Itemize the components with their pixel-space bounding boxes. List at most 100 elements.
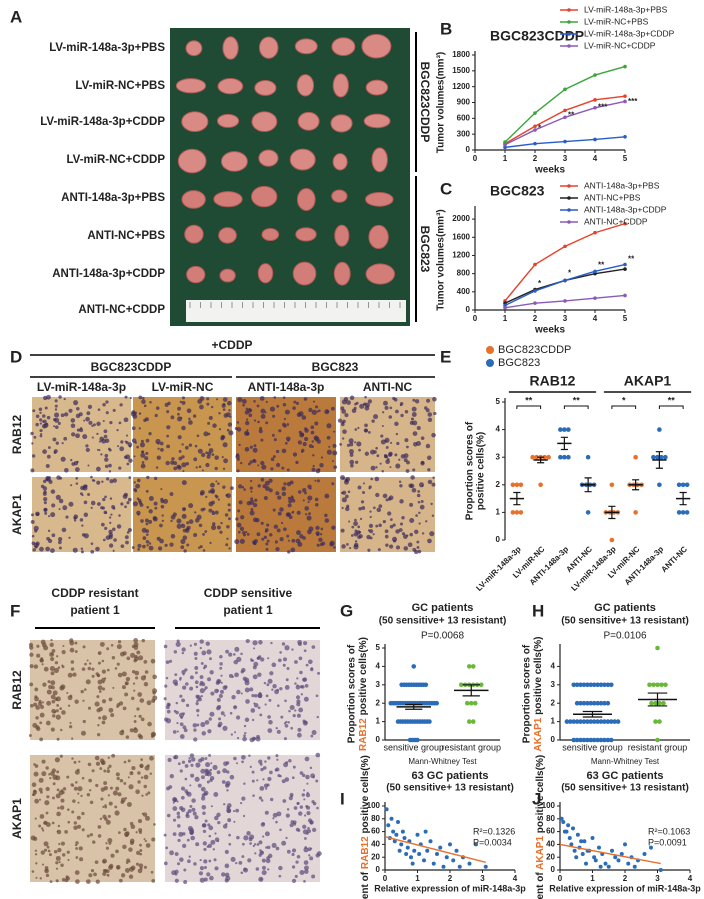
ihc-cell	[349, 449, 354, 454]
ihc-cell	[281, 779, 286, 784]
ihc-cell	[304, 837, 307, 840]
ihc-cell	[60, 798, 65, 803]
ihc-cell	[409, 502, 414, 507]
ihc-cell	[184, 445, 189, 450]
ihc-cell	[121, 729, 125, 733]
ihc-cell	[194, 444, 198, 448]
ihc-cell	[337, 418, 343, 423]
ihc-cell	[409, 532, 414, 537]
data-point	[655, 645, 660, 651]
ihc-cell	[41, 642, 47, 648]
ihc-cell	[406, 534, 409, 537]
ihc-cell	[267, 678, 273, 684]
ihc-cell	[310, 425, 315, 430]
ihc-cell	[277, 658, 282, 663]
ihc-cell	[125, 540, 129, 545]
ihc-cell	[88, 873, 93, 878]
ihc-cell	[229, 711, 233, 715]
ihc-cell	[314, 405, 319, 409]
ihc-cell	[124, 831, 130, 837]
data-point	[623, 293, 627, 298]
ihc-cell	[112, 507, 116, 510]
ihc-cell	[292, 406, 296, 410]
ihc-cell	[375, 446, 378, 450]
ihc-cell	[217, 482, 220, 485]
data-point	[663, 454, 668, 460]
ihc-cell	[35, 862, 38, 865]
ihc-cell	[179, 806, 184, 811]
ihc-cell	[431, 514, 435, 517]
ihc-cell	[143, 784, 147, 789]
ihc-cell	[131, 696, 135, 701]
ihc-cell	[163, 697, 167, 701]
ihc-cell	[306, 805, 311, 810]
data-point	[588, 719, 594, 724]
ihc-cell	[123, 417, 129, 423]
data-point	[503, 140, 507, 144]
tumor	[218, 227, 237, 244]
ihc-cell	[181, 425, 186, 431]
chart-subtitle: (50 sensitive+ 13 resistant)	[379, 616, 507, 627]
ihc-cell	[236, 421, 240, 424]
ihc-cell	[243, 724, 247, 728]
ihc-cell	[102, 871, 107, 877]
data-point	[571, 737, 577, 743]
ihc-cell	[133, 455, 136, 458]
data-point	[559, 816, 564, 821]
ihc-cell	[266, 523, 270, 527]
ihc-cell	[119, 651, 125, 657]
ihc-cell	[40, 657, 43, 660]
ihc-cell	[75, 879, 80, 884]
ihc-cell	[244, 687, 250, 693]
ihc-cell	[187, 859, 191, 864]
tumor	[219, 268, 236, 283]
data-point	[533, 128, 537, 132]
ihc-cell	[119, 778, 124, 783]
ihc-cell	[125, 867, 130, 873]
ihc-cell	[211, 522, 216, 526]
ihc-cell	[302, 536, 306, 540]
ihc-cell	[276, 729, 281, 734]
ihc-cell	[167, 757, 172, 762]
ihc-cell	[174, 878, 179, 883]
ihc-cell	[260, 413, 266, 419]
ihc-cell	[172, 730, 177, 734]
ihc-cell	[90, 549, 95, 554]
data-point	[423, 682, 429, 688]
ihc-cell	[48, 773, 51, 776]
tumor	[251, 111, 278, 133]
chart-title: GC patients	[412, 602, 474, 614]
ihc-cell	[216, 770, 221, 775]
ihc-cell	[222, 768, 227, 774]
ihc-cell	[399, 499, 404, 504]
ihc-cell	[185, 813, 189, 817]
ihc-cell	[130, 652, 136, 658]
tumor	[361, 33, 392, 59]
ihc-cell	[153, 823, 156, 826]
ihc-cell	[145, 533, 149, 536]
ihc-cell	[230, 733, 234, 736]
ihc-cell	[262, 766, 267, 770]
ihc-cell	[50, 489, 56, 494]
ihc-cell	[204, 530, 208, 533]
p-value: P=0.0068	[421, 631, 465, 642]
tumor	[258, 149, 279, 167]
ihc-cell	[182, 673, 185, 676]
ihc-cell	[30, 519, 35, 524]
ihc-cell	[299, 670, 303, 675]
ihc-cell	[272, 433, 275, 437]
data-point	[655, 737, 660, 743]
ihc-cell	[139, 764, 144, 769]
ihc-cell	[270, 467, 274, 471]
ihc-cell	[404, 438, 409, 443]
ihc-cell	[70, 423, 76, 429]
ihc-cell	[280, 715, 284, 719]
ihc-cell	[45, 464, 50, 469]
ihc-cell	[298, 707, 304, 713]
ihc-cell	[97, 674, 100, 678]
ihc-cell	[118, 466, 122, 470]
ihc-cell	[202, 823, 207, 828]
ihc-cell	[250, 490, 253, 493]
ihc-cell	[90, 506, 93, 509]
panel-letter: C	[440, 179, 452, 198]
